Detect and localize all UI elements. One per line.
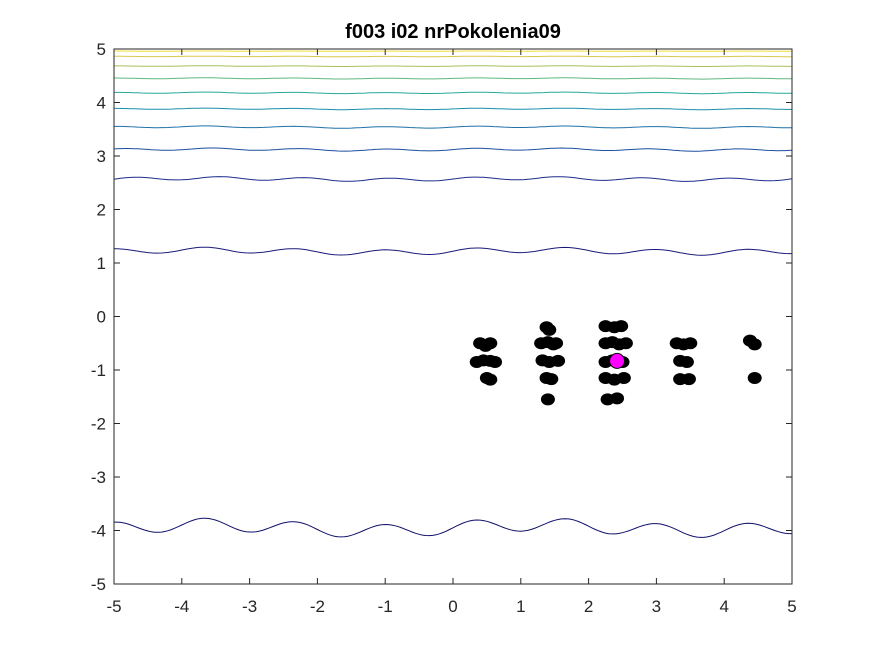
x-tick-label: 3 (652, 597, 661, 616)
plot-area (113, 48, 793, 585)
population-point (549, 337, 564, 350)
population-point (483, 373, 498, 386)
population-point (540, 393, 555, 406)
population-point (679, 355, 694, 368)
population-point (542, 323, 557, 336)
contour-line (114, 517, 792, 538)
contour-line (114, 107, 792, 111)
x-tick-label: 2 (584, 597, 593, 616)
population-point (483, 337, 498, 350)
x-tick-label: 1 (516, 597, 525, 616)
x-tick-label: -1 (378, 597, 393, 616)
x-tick-label: -3 (242, 597, 257, 616)
population-point (616, 372, 631, 385)
contour-lines (113, 50, 793, 538)
axes-background (114, 49, 792, 584)
contour-line (114, 91, 792, 95)
population-point (544, 373, 559, 386)
y-tick-label: -3 (91, 468, 106, 487)
x-tick-label: -4 (174, 597, 189, 616)
x-tick-label: 0 (448, 597, 457, 616)
y-tick-label: 5 (97, 40, 106, 59)
x-tick-label: -5 (106, 597, 121, 616)
contour-line (114, 65, 792, 67)
population-point (747, 338, 762, 351)
best-point-marker (609, 352, 626, 369)
y-tick-label: 3 (97, 147, 106, 166)
population-point (747, 372, 762, 385)
x-axis: -5 -4 -3 -2 -1 0 1 2 3 4 5 (106, 49, 797, 616)
population-point (610, 392, 625, 405)
best-point (609, 352, 626, 369)
contour-line (113, 176, 793, 182)
y-tick-label: -5 (91, 575, 106, 594)
y-tick-label: 1 (97, 254, 106, 273)
population-point (618, 337, 633, 350)
contour-line (113, 147, 793, 152)
x-tick-label: -2 (310, 597, 325, 616)
contour-line (114, 125, 792, 129)
y-tick-label: 0 (97, 308, 106, 327)
contour-line (114, 55, 792, 58)
contour-line (114, 246, 792, 256)
population-point (683, 337, 698, 350)
y-tick-label: 4 (97, 94, 106, 113)
population-point (551, 354, 566, 367)
y-tick-label: -1 (91, 361, 106, 380)
y-axis: -5 -4 -3 -2 -1 0 1 2 3 4 5 (91, 40, 792, 594)
x-tick-label: 5 (787, 597, 796, 616)
chart-title: f003 i02 nrPokolenia09 (345, 21, 561, 43)
x-tick-label: 4 (719, 597, 728, 616)
population-point (681, 373, 696, 386)
contour-line (114, 77, 792, 80)
y-tick-label: 2 (97, 201, 106, 220)
population-point (488, 355, 503, 368)
y-tick-label: -2 (91, 415, 106, 434)
population-point (614, 320, 629, 333)
y-tick-label: -4 (91, 522, 106, 541)
